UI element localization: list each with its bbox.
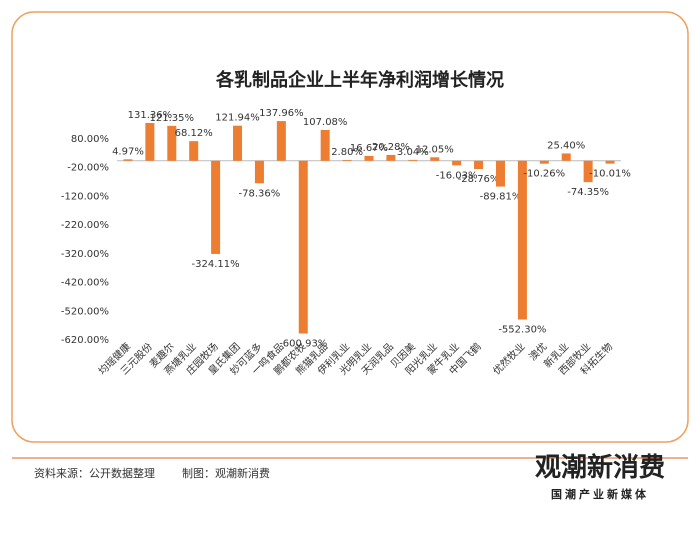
slogan: 国潮产业新媒体 (551, 487, 649, 501)
y-tick-label: -420.00% (61, 278, 109, 289)
bar (123, 159, 133, 161)
value-label: -78.36% (239, 188, 281, 199)
bar (386, 154, 396, 161)
logo: 观潮新消费 (535, 452, 665, 483)
value-label: 25.40% (547, 140, 585, 151)
value-label: -16.03% (436, 170, 478, 181)
value-label: 12.05% (416, 144, 454, 155)
bar (474, 160, 484, 170)
value-label: -324.11% (192, 259, 240, 270)
chart-frame (11, 11, 689, 443)
bar (517, 160, 527, 320)
bar (233, 125, 243, 161)
value-label: -10.01% (589, 169, 631, 180)
bar (430, 157, 440, 161)
bar (254, 160, 264, 184)
value-label: 121.94% (215, 113, 260, 124)
maker: 制图：观潮新消费 (182, 466, 270, 480)
bar (583, 160, 593, 183)
bar (320, 129, 330, 161)
bar (408, 159, 418, 161)
bar (605, 160, 615, 164)
bar (298, 160, 308, 334)
bar (539, 160, 549, 164)
value-label: -89.81% (480, 192, 522, 203)
value-label: 107.08% (303, 117, 348, 128)
bar (452, 160, 462, 166)
bar (167, 125, 177, 161)
value-label: -28.76% (458, 174, 500, 185)
bar (561, 153, 571, 161)
value-label: 68.12% (175, 128, 213, 139)
value-label: 2.80% (331, 147, 363, 158)
y-tick-label: -220.00% (61, 220, 109, 231)
bar (495, 160, 505, 187)
bar (276, 121, 286, 161)
chart-title: 各乳制品企业上半年净利润增长情况 (215, 69, 504, 91)
bar (342, 159, 352, 161)
value-label: 4.97% (112, 146, 144, 157)
y-tick-label: -520.00% (61, 306, 109, 317)
value-label: -600.93% (279, 339, 327, 350)
value-label: 137.96% (259, 108, 304, 119)
y-tick-label: -120.00% (61, 191, 109, 202)
value-label: 131.36% (128, 110, 173, 121)
bar (189, 141, 199, 161)
bar (211, 160, 221, 254)
y-tick-label: -320.00% (61, 249, 109, 260)
value-label: -74.35% (567, 187, 609, 198)
bar (145, 122, 155, 161)
y-tick-label: 80.00% (71, 134, 109, 145)
y-tick-label: -20.00% (67, 163, 109, 174)
value-label: 121.35% (150, 113, 195, 124)
value-label: 16.67% (350, 143, 388, 154)
bar (364, 155, 374, 161)
y-tick-label: -620.00% (61, 335, 109, 346)
value-label: -552.30% (498, 325, 546, 336)
value-label: 3.04% (397, 147, 429, 158)
source: 资料来源：公开数据整理 (34, 466, 155, 480)
value-label: 20.28% (372, 142, 410, 153)
value-label: -10.26% (523, 169, 565, 180)
